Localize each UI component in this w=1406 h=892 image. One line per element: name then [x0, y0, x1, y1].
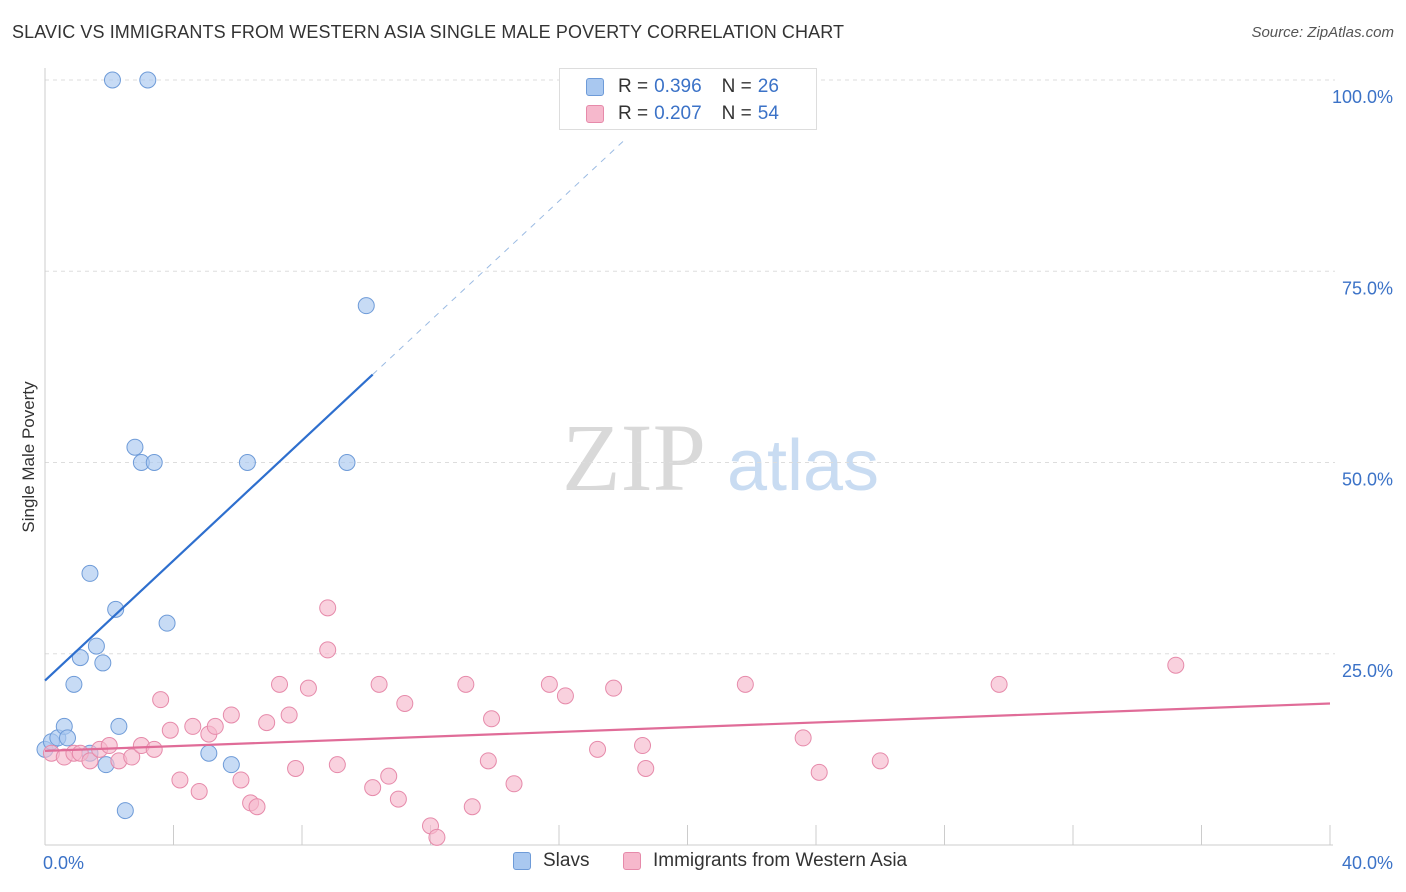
immigrants-point	[380, 767, 398, 785]
immigrants-point	[123, 748, 141, 766]
slavs-trend-line	[44, 373, 374, 682]
slavs-point	[200, 744, 218, 762]
slavs-point	[94, 654, 112, 672]
immigrants-point	[871, 752, 889, 770]
immigrants-point	[736, 675, 754, 693]
immigrants-point	[280, 706, 298, 724]
immigrants-point	[328, 756, 346, 774]
y-tick-label: 50.0%	[1342, 470, 1393, 490]
immigrants-point	[794, 729, 812, 747]
immigrants-point	[287, 760, 305, 777]
immigrants-legend-swatch	[623, 852, 641, 870]
y-tick-label: 25.0%	[1342, 661, 1393, 681]
immigrants-point	[483, 710, 501, 728]
r-label: R =	[618, 76, 649, 97]
immigrants-point	[428, 828, 446, 846]
slavs-point	[158, 614, 176, 632]
immigrants-point	[161, 721, 179, 739]
slavs-point	[71, 649, 89, 667]
immigrants-point	[145, 740, 163, 758]
immigrants-point	[319, 641, 337, 659]
n-value: 54	[757, 103, 779, 124]
slavs-legend-swatch	[513, 852, 531, 870]
x-tick-label-min: 0.0%	[43, 853, 84, 873]
immigrants-point	[457, 675, 475, 693]
stats-row-immigrants: R = 0.207 N = 54	[586, 102, 779, 126]
immigrants-trend-line	[44, 702, 1331, 753]
slavs-point	[139, 71, 157, 89]
immigrants-point	[258, 714, 276, 732]
n-label: N =	[721, 76, 752, 97]
slavs-point	[238, 454, 256, 471]
immigrants-point	[556, 687, 574, 705]
immigrants-point	[479, 752, 497, 770]
y-tick-label: 75.0%	[1342, 278, 1393, 298]
slavs-point	[87, 637, 105, 655]
immigrants-point	[1167, 656, 1185, 674]
y-tick-label: 100.0%	[1332, 87, 1393, 107]
watermark-zip: ZIP	[562, 404, 706, 511]
stats-row-slavs: R = 0.396 N = 26	[586, 75, 779, 99]
r-label: R =	[618, 103, 649, 124]
stats-legend: R = 0.396 N = 26 R = 0.207 N = 54	[559, 68, 817, 130]
watermark-atlas: atlas	[727, 426, 879, 506]
immigrants-point	[319, 599, 337, 617]
slavs-point	[145, 454, 163, 471]
immigrants-point	[589, 740, 607, 758]
immigrants-point	[364, 779, 382, 797]
n-label: N =	[721, 103, 752, 124]
immigrants-point	[184, 717, 202, 735]
x-tick-label-max: 40.0%	[1342, 853, 1393, 873]
slavs-point	[126, 438, 144, 456]
immigrants-point	[505, 775, 523, 793]
immigrants-point	[271, 675, 289, 693]
bottom-legend: Slavs Immigrants from Western Asia	[0, 850, 1406, 880]
slavs-point	[357, 297, 375, 315]
immigrants-point	[232, 771, 250, 789]
immigrants-point	[299, 679, 317, 697]
slavs-point	[116, 802, 134, 820]
immigrants-point	[463, 798, 481, 816]
slavs-point	[107, 600, 125, 618]
immigrants-point	[637, 760, 655, 777]
slavs-point	[81, 564, 99, 582]
slavs-point	[338, 454, 356, 471]
immigrants-point	[540, 675, 558, 693]
legend-item-immigrants[interactable]: Immigrants from Western Asia	[623, 850, 907, 872]
source-credit: Source: ZipAtlas.com	[1251, 24, 1394, 41]
immigrants-point	[370, 675, 388, 693]
slavs-swatch	[586, 78, 604, 96]
immigrants-point	[634, 737, 652, 755]
slavs-point	[222, 756, 240, 774]
immigrants-point	[152, 691, 170, 709]
legend-label-slavs: Slavs	[543, 850, 590, 871]
immigrants-point	[190, 782, 208, 800]
immigrants-point	[100, 737, 118, 755]
legend-item-slavs[interactable]: Slavs	[513, 850, 589, 872]
immigrants-point	[990, 675, 1008, 693]
immigrants-point	[171, 771, 189, 789]
r-value: 0.207	[654, 103, 702, 124]
y-axis-label: Single Male Poverty	[19, 381, 38, 533]
immigrants-point	[810, 763, 828, 781]
chart-title: SLAVIC VS IMMIGRANTS FROM WESTERN ASIA S…	[12, 22, 845, 42]
legend-label-immigrants: Immigrants from Western Asia	[653, 850, 908, 871]
immigrants-point	[206, 717, 224, 735]
immigrants-point	[222, 706, 240, 724]
slavs-point	[103, 71, 121, 89]
immigrants-point	[248, 798, 266, 816]
r-value: 0.396	[654, 76, 702, 97]
slavs-point	[110, 717, 128, 735]
n-value: 26	[757, 76, 779, 97]
immigrants-point	[81, 752, 99, 770]
immigrants-point	[396, 694, 414, 712]
immigrants-point	[389, 790, 407, 808]
immigrants-swatch	[586, 105, 604, 123]
slavs-trend-extension	[372, 140, 624, 375]
immigrants-point	[605, 679, 623, 697]
slavs-point	[58, 729, 76, 747]
slavs-point	[65, 675, 83, 693]
